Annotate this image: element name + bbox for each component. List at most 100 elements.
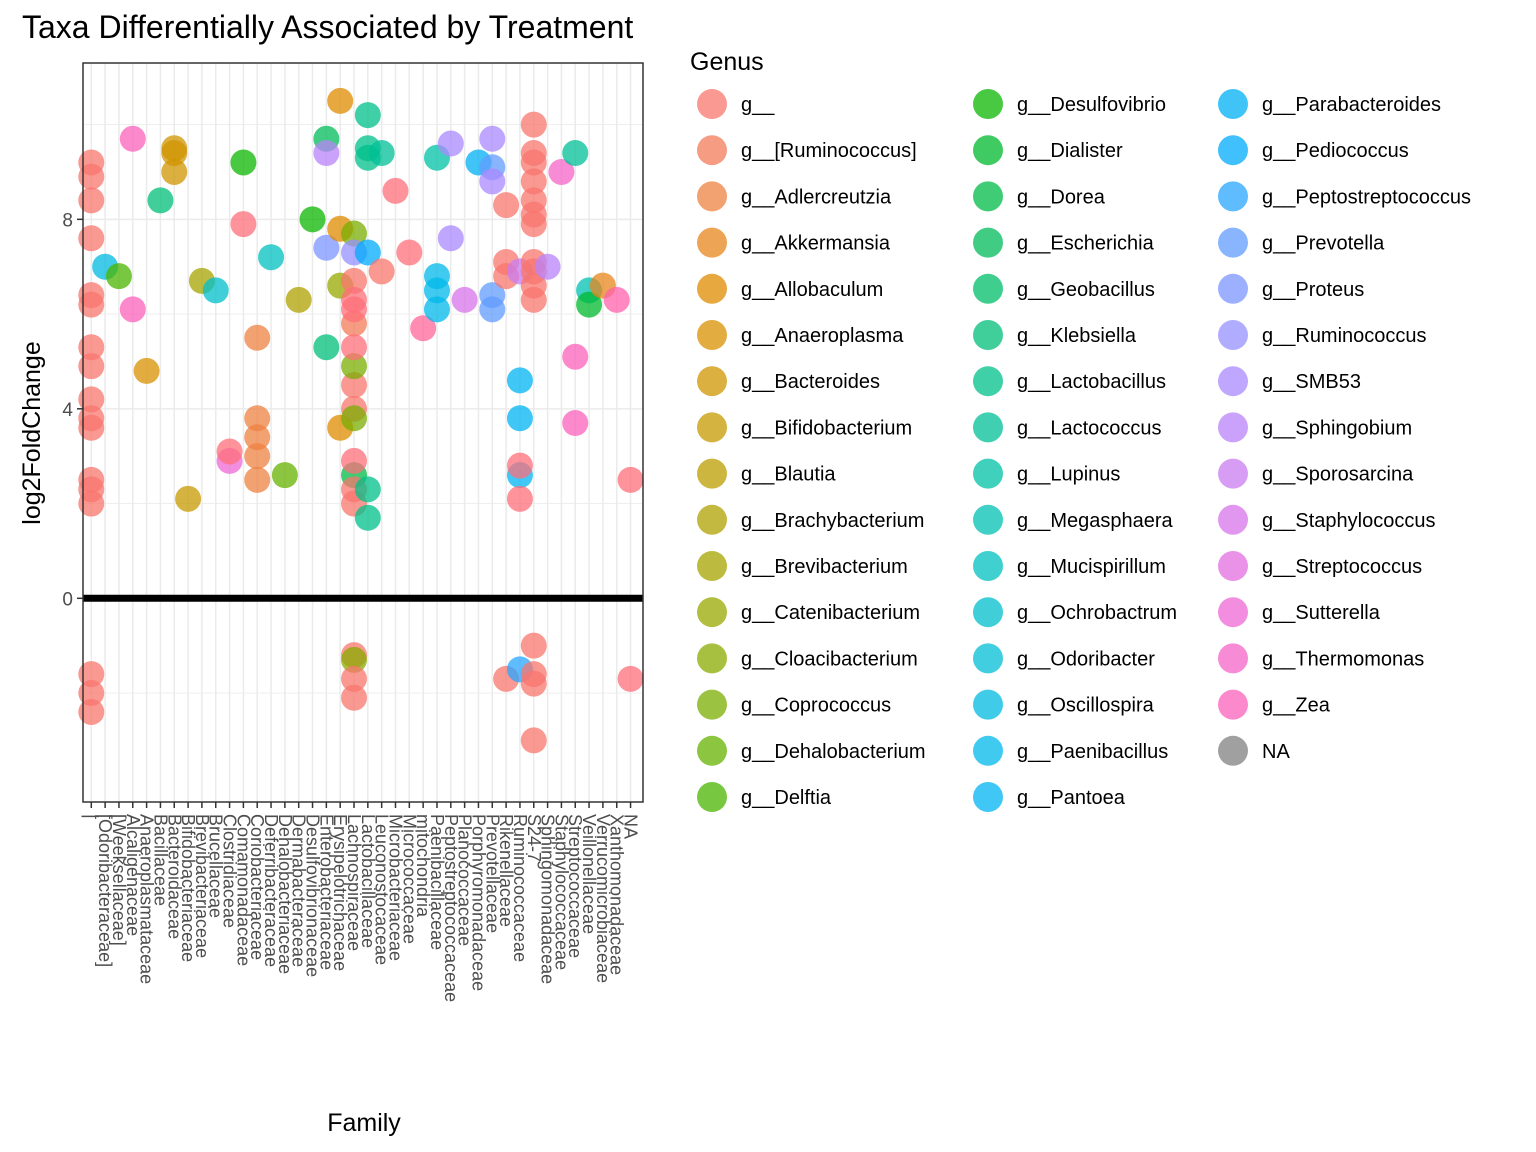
legend-key: [697, 551, 727, 581]
legend-label: g__Pantoea: [1017, 787, 1126, 809]
data-point: [506, 485, 533, 512]
data-point: [244, 466, 271, 493]
chart-title: Taxa Differentially Associated by Treatm…: [22, 9, 633, 45]
x-tick-label: Dehalobacteriaceae: [275, 814, 295, 974]
x-tick-label: mitochondria: [413, 814, 433, 918]
legend-label: g__Desulfovibrio: [1017, 94, 1166, 116]
data-point: [244, 424, 271, 451]
data-point: [285, 286, 312, 313]
legend-label: g__Escherichia: [1017, 233, 1155, 255]
data-point: [341, 296, 368, 323]
legend-label: g__Ochrobactrum: [1017, 602, 1177, 624]
x-tick-label: Peptostreptococcaceae: [441, 814, 461, 1002]
data-point: [202, 277, 229, 304]
x-tick-label: Bacillaceae: [150, 814, 170, 906]
data-point: [78, 414, 105, 441]
legend-label: g__Proteus: [1262, 279, 1364, 301]
legend-label: g__Klebsiella: [1017, 325, 1137, 347]
data-point: [230, 211, 257, 238]
data-point: [562, 343, 589, 370]
legend-key: [973, 597, 1003, 628]
legend-label: g__Adlercreutzia: [741, 186, 892, 208]
data-point: [520, 632, 547, 659]
x-tick-label: Alcaligenaceae: [123, 814, 143, 936]
data-point: [410, 315, 437, 342]
legend-key: [973, 504, 1003, 535]
legend-key: [697, 135, 727, 166]
legend-label: g__Delftia: [741, 787, 832, 809]
x-tick-label: Streptococcaceae: [565, 814, 585, 958]
legend-label: g__Ruminococcus: [1262, 325, 1427, 347]
legend-key: [1218, 181, 1248, 212]
data-point: [520, 149, 547, 176]
data-point: [506, 405, 533, 432]
data-point: [133, 357, 160, 384]
legend-key: [973, 551, 1003, 581]
x-axis: |[Odoribacteraceae][Weeksellaceae]Alcali…: [81, 802, 641, 1002]
data-point: [244, 443, 271, 470]
legend-key: [697, 782, 727, 812]
legend-label: g__Thermomonas: [1262, 648, 1424, 670]
legend-key: [973, 689, 1003, 720]
data-point: [78, 353, 105, 380]
legend-key: [1218, 735, 1248, 766]
legend-key: [1218, 135, 1248, 166]
data-point: [368, 258, 395, 285]
legend-key: [1218, 227, 1248, 258]
legend-key: [1218, 273, 1248, 304]
data-point: [423, 296, 450, 323]
x-tick-label: Porphyromonadaceae: [468, 814, 488, 991]
x-tick-label: Paenibacillaceae: [427, 814, 447, 950]
legend-label: g__Megasphaera: [1017, 510, 1174, 532]
legend-key: [697, 735, 727, 766]
data-point: [479, 168, 506, 195]
x-tick-label: Comamonadaceae: [233, 814, 253, 966]
x-tick-label: Micrococcaceae: [399, 814, 419, 944]
legend-key: [697, 504, 727, 535]
panel-border: [82, 62, 644, 803]
legend-label: g__Bacteroides: [741, 371, 880, 393]
data-point: [299, 206, 326, 233]
legend-label: NA: [1262, 741, 1290, 763]
legend-label: g__Allobaculum: [741, 279, 883, 301]
legend-label: g__Anaeroplasma: [741, 325, 904, 347]
legend-key: [697, 320, 727, 350]
legend-label: g__Coprococcus: [741, 695, 891, 717]
x-tick-label: Sphingomonadaceae: [538, 814, 558, 984]
data-point: [354, 102, 381, 129]
legend-key: [1218, 320, 1248, 350]
legend-key: [1218, 551, 1248, 581]
legend-key: [697, 366, 727, 397]
data-point: [271, 462, 298, 489]
legend-label: g__Dialister: [1017, 140, 1123, 162]
legend-label: g__Streptococcus: [1262, 556, 1422, 578]
legend-key: [697, 597, 727, 628]
x-tick-label: Deferribacteraceae: [261, 814, 281, 967]
legend-label: g__Brevibacterium: [741, 556, 908, 578]
legend-key: [1218, 504, 1248, 535]
legend-key: [973, 643, 1003, 674]
x-tick-label: Brevibacteriaceae: [192, 814, 212, 958]
data-point: [78, 490, 105, 517]
legend-key: [1218, 643, 1248, 674]
legend-title: Genus: [690, 48, 764, 76]
legend-label: g__Parabacteroides: [1262, 94, 1441, 116]
data-point: [341, 447, 368, 474]
legend-key: [973, 320, 1003, 350]
x-tick-label: Planococcaceae: [455, 814, 475, 946]
x-tick-label: Microbacteriaceae: [385, 814, 405, 961]
legend-label: g__Blautia: [741, 464, 836, 486]
legend-label: g__Peptostreptococcus: [1262, 186, 1471, 208]
data-point: [396, 239, 423, 266]
legend-label: g__Catenibacterium: [741, 602, 920, 624]
x-tick-label: NA: [621, 814, 641, 839]
x-tick-label: Desulfovibrionaceae: [303, 814, 323, 977]
legend-label: g__Oscillospira: [1017, 695, 1155, 717]
data-point: [354, 504, 381, 531]
x-tick-label: Prevotellaceae: [482, 814, 502, 933]
data-point: [437, 225, 464, 252]
data-point: [520, 211, 547, 238]
data-point: [341, 665, 368, 692]
legend-label: g__Bifidobacterium: [741, 417, 912, 439]
legend-key: [973, 181, 1003, 212]
